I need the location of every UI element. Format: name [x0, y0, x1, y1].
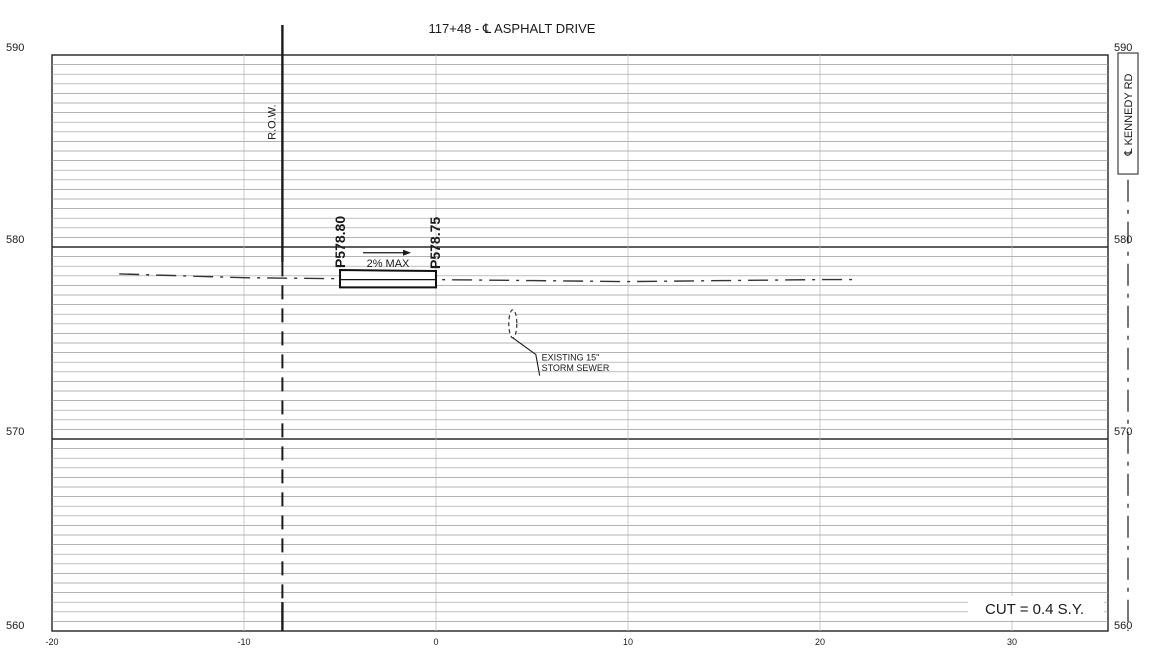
existing-ground-line — [119, 273, 859, 283]
kennedy-label: ℄ KENNEDY RD — [1123, 73, 1135, 156]
cut-quantity-label: CUT = 0.4 S.Y. — [985, 601, 1084, 618]
slope-arrow-head — [403, 249, 412, 256]
kennedy-centerline-group: ℄ KENNEDY RD — [1117, 52, 1139, 631]
x-tick-label: -10 — [237, 637, 250, 647]
y-tick-label-left: 590 — [6, 42, 24, 54]
grid-lines — [51, 54, 1109, 632]
y-tick-label-left: 570 — [6, 426, 24, 438]
sheet-title: 117+48 - ℄ ASPHALT DRIVE — [429, 21, 596, 36]
x-tick-label: 20 — [815, 637, 825, 647]
row-label: R.O.W. — [266, 104, 278, 139]
storm-sewer-group: EXISTING 15" STORM SEWER — [508, 309, 610, 376]
x-tick-label: 0 — [433, 637, 438, 647]
x-tick-label: 10 — [623, 637, 633, 647]
storm-sewer-pipe — [508, 309, 518, 339]
y-tick-label-left: 560 — [6, 620, 24, 632]
point-elevation-left: P578.80 — [332, 216, 348, 268]
storm-sewer-leader — [512, 337, 541, 376]
point-elevation-right: P578.75 — [427, 217, 443, 269]
x-tick-label: -20 — [45, 637, 58, 647]
y-tick-label-right: 560 — [1114, 620, 1132, 632]
proposed-drive-section — [339, 269, 437, 289]
storm-sewer-label-line2: STORM SEWER — [542, 363, 610, 373]
x-tick-label: 30 — [1007, 637, 1017, 647]
storm-sewer-label-line1: EXISTING 15" — [542, 352, 600, 362]
cut-label-background — [968, 596, 1104, 620]
row-line-group: R.O.W. — [266, 25, 284, 631]
y-tick-label-right: 570 — [1114, 426, 1132, 438]
y-tick-label-right: 590 — [1114, 42, 1132, 54]
axis-tick-labels: 590 590 580 580 570 570 560 560 -20 -10 0 10 20 30 — [6, 42, 1132, 647]
slope-label: 2% MAX — [367, 258, 410, 270]
y-tick-label-right: 580 — [1114, 234, 1132, 246]
kennedy-label-box — [1117, 52, 1139, 175]
proposed-drive-group: P578.80 P578.75 2% MAX — [332, 216, 443, 289]
y-tick-label-left: 580 — [6, 234, 24, 246]
